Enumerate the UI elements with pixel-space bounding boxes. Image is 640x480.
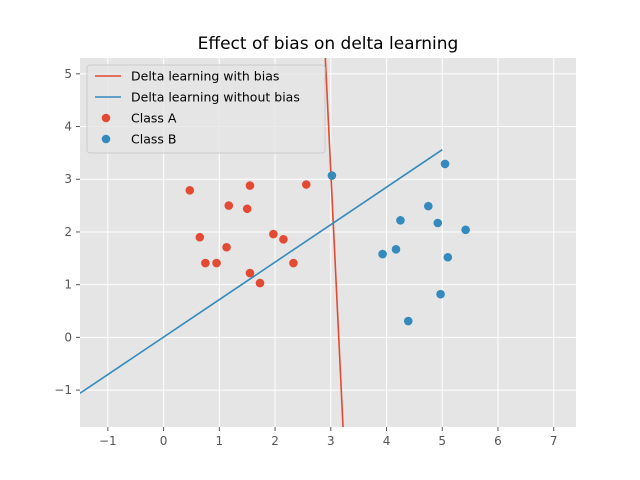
scatter-point-class-a — [222, 242, 231, 252]
series-line-0 — [324, 58, 344, 427]
scatter-point-class-b — [440, 159, 450, 169]
x-tick-label: 6 — [494, 434, 502, 448]
x-tick-label: 5 — [438, 434, 446, 448]
scatter-point-class-b — [378, 249, 387, 259]
series-line-1 — [80, 149, 443, 394]
scatter-point-class-b — [327, 171, 337, 180]
legend-label: Delta learning without bias — [131, 90, 300, 105]
scatter-point-class-a — [185, 186, 195, 195]
legend-box — [86, 64, 326, 154]
y-tick-label: 5 — [64, 67, 72, 81]
scatter-point-class-a — [301, 180, 311, 189]
scatter-point-class-a — [245, 181, 255, 190]
x-tick-label: 0 — [160, 434, 168, 448]
x-tick-label: 2 — [271, 434, 279, 448]
legend-label: Class A — [131, 111, 177, 126]
legend-marker-swatch — [101, 113, 111, 123]
scatter-point-class-b — [443, 252, 453, 262]
scatter-point-class-a — [269, 229, 278, 239]
x-tick-label: 7 — [550, 434, 558, 448]
x-tick-label: 3 — [327, 434, 335, 448]
y-tick-label: 3 — [64, 172, 72, 186]
y-tick-label: −1 — [54, 383, 72, 397]
scatter-point-class-b — [396, 216, 405, 225]
x-tick-label: −1 — [99, 434, 117, 448]
scatter-point-class-a — [224, 201, 234, 210]
scatter-point-class-b — [461, 225, 470, 235]
legend-label: Delta learning with bias — [131, 69, 279, 84]
scatter-point-class-a — [195, 232, 205, 242]
legend: Delta learning with bias Delta learning w… — [86, 64, 326, 154]
data-layer — [80, 58, 470, 427]
scatter-point-class-a — [255, 278, 265, 288]
scatter-point-class-b — [433, 218, 443, 228]
scatter-point-class-a — [242, 204, 252, 214]
scatter-point-class-a — [245, 268, 255, 278]
scatter-point-class-a — [212, 258, 221, 268]
legend-label: Class B — [131, 132, 176, 147]
scatter-point-class-a — [279, 235, 288, 244]
y-tick-label: 0 — [64, 330, 72, 344]
x-tick-label: 4 — [383, 434, 391, 448]
axis-ticks: −1 0 1 2 3 4 5 6 7 −1 0 1 2 3 4 5 — [54, 67, 557, 448]
scatter-point-class-b — [403, 316, 413, 326]
y-tick-label: 4 — [64, 120, 72, 134]
scatter-point-class-a — [201, 258, 210, 268]
scatter-point-class-b — [391, 245, 401, 254]
chart-title: Effect of bias on delta learning — [198, 34, 459, 54]
scatter-point-class-b — [424, 201, 433, 211]
legend-marker-swatch — [101, 134, 111, 144]
scatter-point-class-b — [436, 289, 445, 299]
x-tick-label: 1 — [216, 434, 224, 448]
y-tick-label: 2 — [64, 225, 72, 239]
scatter-point-class-a — [289, 258, 298, 268]
y-tick-label: 1 — [64, 278, 72, 292]
